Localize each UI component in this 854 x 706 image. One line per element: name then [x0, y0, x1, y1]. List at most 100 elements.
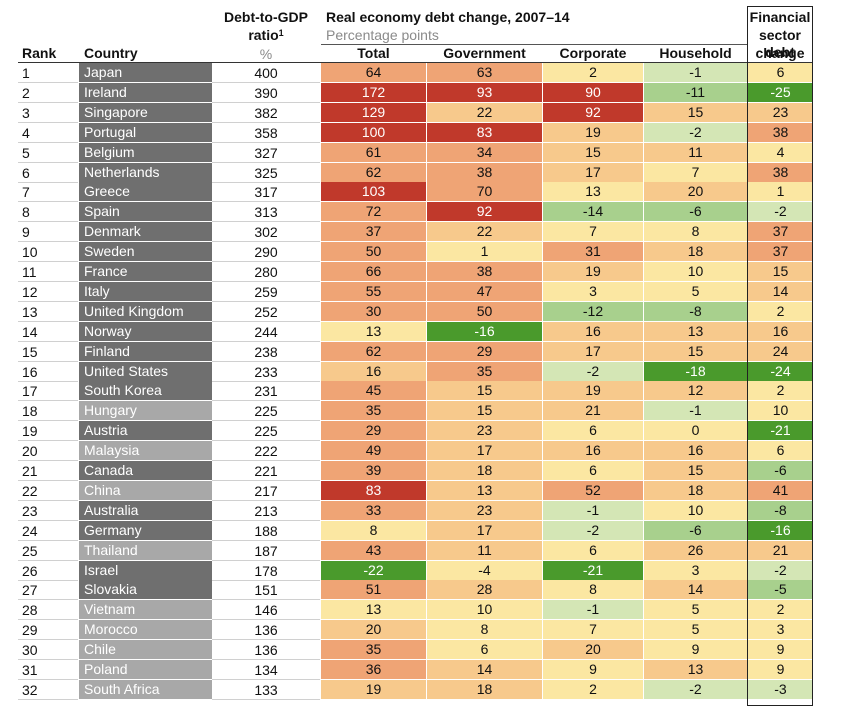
ratio-cell: 252 — [254, 303, 278, 320]
row-rule — [212, 261, 320, 263]
fin-cell: 10 — [748, 401, 813, 421]
fin-cell: 2 — [748, 600, 813, 620]
country-cell: Ireland — [79, 82, 212, 102]
gov-cell: 23 — [427, 500, 542, 520]
fin-cell: 4 — [748, 142, 813, 162]
ratio-cell: 280 — [254, 264, 278, 280]
fin-cell: 24 — [748, 341, 813, 361]
row-rule — [18, 679, 78, 680]
ratio-cell: 225 — [254, 403, 278, 420]
fin-cell: 38 — [748, 162, 813, 182]
table-row: 31 Poland 134 36 14 9 13 9 — [0, 660, 854, 680]
row-rule — [18, 559, 78, 561]
hh-cell: 18 — [644, 480, 747, 500]
ratio-cell: 390 — [254, 84, 278, 101]
corp-cell: 2 — [543, 679, 643, 699]
gov-cell: 13 — [427, 480, 542, 500]
fin-cell: 9 — [748, 640, 813, 660]
corp-cell: 6 — [543, 540, 643, 560]
total-cell: 37 — [321, 222, 426, 242]
row-rule — [18, 400, 78, 402]
gov-cell: 22 — [427, 222, 542, 242]
fin-cell: 15 — [748, 262, 813, 281]
row-rule — [18, 579, 78, 581]
row-rule — [18, 181, 78, 183]
gov-cell: 15 — [427, 381, 542, 401]
rank-header: Rank — [22, 45, 57, 61]
total-cell: 19 — [321, 679, 426, 699]
rank-cell: 31 — [22, 662, 38, 678]
gov-cell: 22 — [427, 102, 542, 122]
row-rule — [18, 460, 78, 462]
country-cell: France — [79, 262, 212, 281]
rank-cell: 18 — [22, 403, 38, 420]
hh-cell: -6 — [644, 202, 747, 222]
rank-cell: 15 — [22, 343, 38, 360]
fin-cell: 38 — [748, 122, 813, 142]
hh-cell: -1 — [644, 63, 747, 82]
total-cell: 100 — [321, 122, 426, 142]
row-rule — [18, 539, 78, 541]
country-cell: United States — [79, 361, 212, 381]
table-row: 21 Canada 221 39 18 6 15 -6 — [0, 461, 854, 481]
corp-cell: 31 — [543, 242, 643, 262]
corp-cell: 17 — [543, 162, 643, 182]
corporate-header: Corporate — [559, 45, 627, 61]
total-cell: 62 — [321, 341, 426, 361]
table-row: 5 Belgium 327 61 34 15 11 4 — [0, 142, 854, 163]
table-row: 1 Japan 400 64 63 2 -1 6 — [0, 63, 854, 83]
fin-cell: 2 — [748, 381, 813, 401]
corp-cell: 19 — [543, 122, 643, 142]
fin-cell: -16 — [748, 520, 813, 540]
fin-cell: -6 — [748, 461, 813, 480]
gov-cell: 6 — [427, 640, 542, 660]
total-cell: 43 — [321, 540, 426, 560]
gov-cell: 70 — [427, 182, 542, 202]
ratio-cell: 187 — [254, 542, 278, 559]
table-row: 17 South Korea 231 45 15 19 12 2 — [0, 381, 854, 402]
rank-cell: 12 — [22, 283, 38, 300]
row-rule — [18, 141, 78, 143]
fin-cell: 6 — [748, 63, 813, 82]
rank-cell: 7 — [22, 184, 30, 201]
gov-cell: 15 — [427, 401, 542, 421]
corp-cell: -1 — [543, 600, 643, 620]
country-cell: China — [79, 480, 212, 500]
hh-cell: -2 — [644, 122, 747, 142]
country-cell: Slovakia — [79, 580, 212, 600]
rank-cell: 2 — [22, 84, 30, 101]
country-cell: United Kingdom — [79, 301, 212, 321]
hh-cell: -1 — [644, 401, 747, 421]
row-rule — [212, 659, 320, 661]
gov-cell: -4 — [427, 560, 542, 580]
rank-cell: 3 — [22, 104, 30, 121]
row-rule — [18, 420, 78, 422]
row-rule — [212, 420, 320, 422]
row-rule — [18, 480, 78, 481]
table-row: 14 Norway 244 13 -16 16 13 16 — [0, 321, 854, 342]
total-cell: 16 — [321, 361, 426, 381]
total-cell: 13 — [321, 321, 426, 341]
ratio-cell: 217 — [254, 482, 278, 499]
hh-cell: -6 — [644, 520, 747, 540]
total-cell: 51 — [321, 580, 426, 600]
table-row: 2 Ireland 390 172 93 90 -11 -25 — [0, 82, 854, 103]
fin-cell: 2 — [748, 301, 813, 321]
ratio-cell: 382 — [254, 104, 278, 121]
row-rule — [18, 121, 78, 123]
hh-cell: 7 — [644, 162, 747, 182]
corp-cell: -21 — [543, 560, 643, 580]
corp-cell: 21 — [543, 401, 643, 421]
country-cell: Israel — [79, 560, 212, 580]
total-cell: 83 — [321, 480, 426, 500]
total-cell: 35 — [321, 401, 426, 421]
row-rule — [212, 300, 320, 302]
row-rule — [212, 579, 320, 581]
row-rule — [212, 221, 320, 223]
gov-cell: 10 — [427, 600, 542, 620]
ratio-cell: 225 — [254, 423, 278, 440]
fin-cell: 14 — [748, 281, 813, 301]
ratio-header-line2: ratio1 — [212, 27, 320, 44]
total-cell: 29 — [321, 421, 426, 441]
ratio-cell: 400 — [254, 65, 278, 81]
